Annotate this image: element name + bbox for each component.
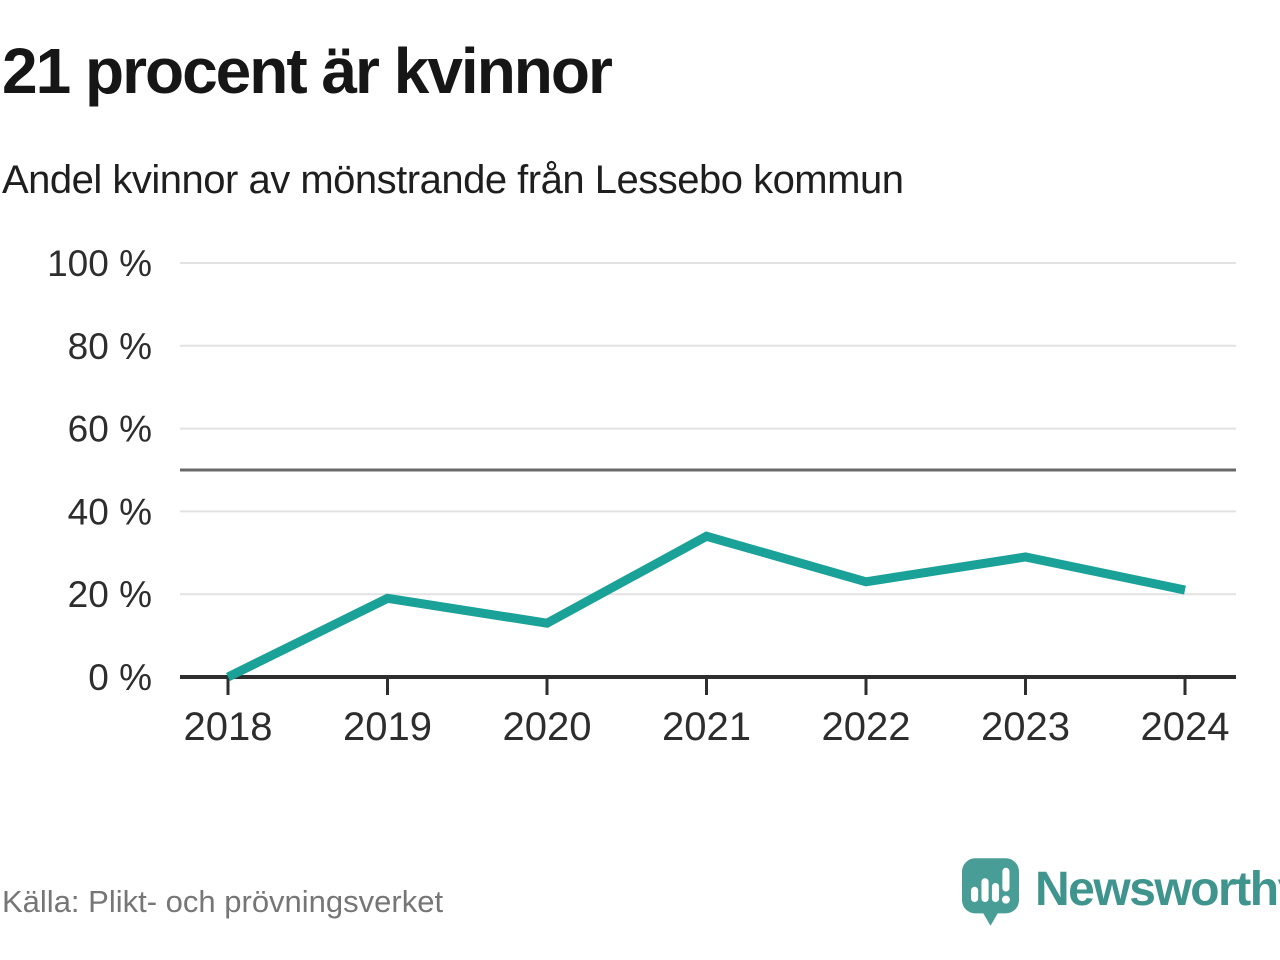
y-tick-label: 100 %: [47, 243, 152, 284]
x-tick-label: 2023: [981, 705, 1070, 749]
x-tick-label: 2018: [184, 705, 273, 749]
newsworthy-logo: Newsworthy: [962, 858, 1280, 927]
speech-bubble-shape: [962, 858, 1019, 926]
x-tick-label: 2019: [343, 705, 432, 749]
y-tick-label: 60 %: [68, 409, 152, 450]
x-tick-label: 2022: [822, 705, 911, 749]
source-note: Källa: Plikt- och prövningsverket: [2, 884, 444, 919]
newsworthy-wordmark: Newsworthy: [1035, 863, 1280, 916]
x-tick-label: 2020: [503, 705, 592, 749]
y-tick-label: 20 %: [68, 574, 152, 615]
y-tick-label: 40 %: [68, 491, 152, 532]
newsworthy-speech-bubble-bar-chart-icon: [962, 858, 1019, 926]
y-tick-label: 0 %: [88, 657, 152, 698]
y-tick-label: 80 %: [68, 326, 152, 367]
x-tick-label: 2021: [662, 705, 751, 749]
chart-subtitle: Andel kvinnor av mönstrande från Lessebo…: [2, 158, 904, 202]
data-line-andel-kvinnor-av-m-nstrande: [226, 531, 1186, 682]
chart-title: 21 procent är kvinnor: [2, 35, 613, 107]
x-tick-label: 2024: [1141, 705, 1230, 749]
mini-bar-chart-glyph: [971, 867, 1010, 904]
